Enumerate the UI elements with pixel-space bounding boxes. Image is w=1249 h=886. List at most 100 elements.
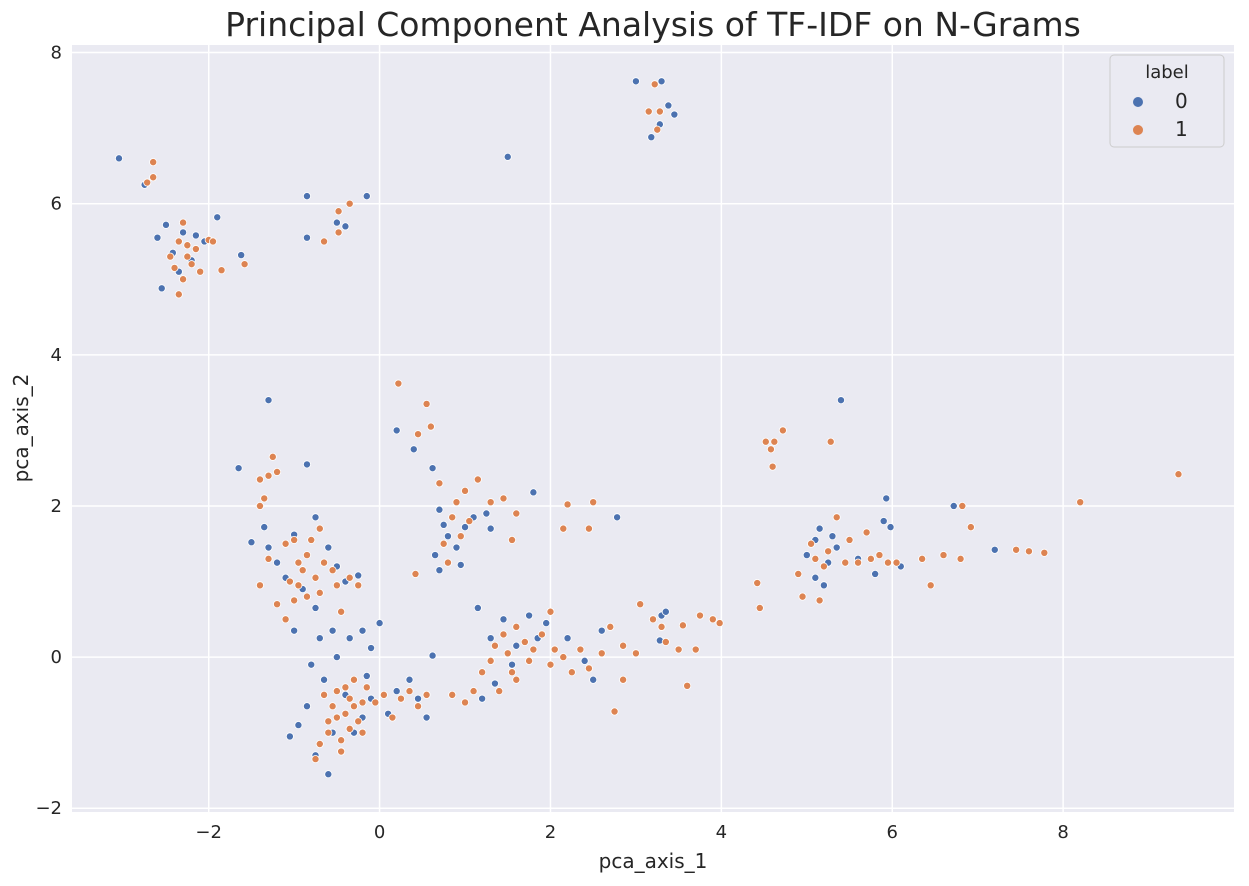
scatter-point-label-1	[841, 558, 850, 567]
scatter-point-label-0	[324, 543, 333, 552]
scatter-point-label-1	[755, 603, 764, 612]
scatter-point-label-1	[307, 535, 316, 544]
scatter-point-label-1	[320, 558, 329, 567]
scatter-point-label-1	[678, 621, 687, 630]
scatter-point-label-1	[328, 566, 337, 575]
scatter-point-label-0	[503, 152, 512, 161]
scatter-point-label-1	[546, 607, 555, 616]
legend-marker-1	[1133, 125, 1143, 135]
scatter-point-label-1	[966, 523, 975, 532]
scatter-point-label-0	[302, 192, 311, 201]
scatter-point-label-1	[426, 422, 435, 431]
legend: label 0 1	[1109, 54, 1225, 148]
scatter-point-label-1	[349, 675, 358, 684]
scatter-point-label-0	[307, 660, 316, 669]
scatter-point-label-0	[247, 538, 256, 547]
scatter-point-label-1	[191, 245, 200, 254]
scatter-point-label-1	[349, 702, 358, 711]
scatter-point-label-1	[619, 641, 628, 650]
scatter-point-label-1	[461, 698, 470, 707]
scatter-point-label-1	[657, 622, 666, 631]
legend-marker-0	[1133, 97, 1143, 107]
scatter-point-label-1	[332, 687, 341, 696]
scatter-point-label-0	[290, 626, 299, 635]
scatter-point-label-1	[311, 573, 320, 582]
x-tick-label: −2	[195, 822, 222, 843]
scatter-point-label-0	[435, 566, 444, 575]
scatter-point-label-1	[753, 579, 762, 588]
scatter-point-label-0	[482, 509, 491, 518]
y-tick-label: 0	[51, 647, 62, 668]
scatter-point-label-1	[486, 656, 495, 665]
scatter-point-label-0	[431, 551, 440, 560]
y-tick-label: −2	[35, 798, 62, 819]
scatter-point-label-0	[302, 702, 311, 711]
scatter-point-label-0	[886, 523, 895, 532]
scatter-point-label-1	[1012, 545, 1021, 554]
scatter-point-label-1	[439, 539, 448, 548]
scatter-point-label-1	[892, 558, 901, 567]
scatter-point-label-1	[264, 471, 273, 480]
scatter-point-label-0	[661, 607, 670, 616]
scatter-point-label-1	[926, 581, 935, 590]
scatter-point-label-0	[512, 641, 521, 650]
scatter-point-label-0	[392, 687, 401, 696]
data-points	[114, 77, 1183, 779]
scatter-point-label-0	[439, 520, 448, 529]
scatter-point-label-1	[918, 554, 927, 563]
scatter-point-label-0	[815, 524, 824, 533]
scatter-point-label-0	[354, 571, 363, 580]
scatter-point-label-0	[882, 494, 891, 503]
scatter-point-label-1	[285, 577, 294, 586]
scatter-point-label-1	[414, 430, 423, 439]
scatter-point-label-1	[290, 535, 299, 544]
scatter-point-label-1	[798, 592, 807, 601]
scatter-point-label-0	[443, 532, 452, 541]
scatter-point-label-1	[315, 524, 324, 533]
scatter-point-label-1	[281, 539, 290, 548]
scatter-point-label-1	[394, 379, 403, 388]
x-tick-label: 2	[545, 822, 556, 843]
scatter-point-label-1	[332, 713, 341, 722]
scatter-point-label-1	[187, 260, 196, 269]
scatter-point-label-1	[337, 747, 346, 756]
scatter-point-label-0	[508, 660, 517, 669]
scatter-point-label-1	[939, 551, 948, 560]
scatter-point-label-0	[405, 675, 414, 684]
scatter-point-label-1	[1174, 470, 1183, 479]
scatter-point-label-1	[448, 513, 457, 522]
scatter-point-label-1	[174, 290, 183, 299]
scatter-point-label-1	[302, 551, 311, 560]
scatter-point-label-1	[388, 713, 397, 722]
scatter-point-label-1	[883, 558, 892, 567]
scatter-point-label-0	[819, 581, 828, 590]
scatter-point-label-1	[520, 637, 529, 646]
scatter-point-label-1	[456, 532, 465, 541]
scatter-point-label-1	[559, 524, 568, 533]
scatter-point-label-0	[392, 426, 401, 435]
scatter-point-label-1	[503, 649, 512, 658]
scatter-point-label-0	[191, 231, 200, 240]
scatter-point-label-0	[486, 634, 495, 643]
scatter-point-label-1	[597, 649, 606, 658]
scatter-point-label-1	[264, 554, 273, 563]
scatter-point-label-1	[143, 178, 152, 187]
scatter-point-label-0	[828, 532, 837, 541]
scatter-point-label-1	[452, 498, 461, 507]
scatter-point-label-1	[422, 399, 431, 408]
scatter-point-label-0	[345, 634, 354, 643]
scatter-point-label-1	[770, 437, 779, 446]
scatter-point-label-1	[166, 252, 175, 261]
scatter-point-label-0	[811, 573, 820, 582]
scatter-point-label-1	[345, 199, 354, 208]
scatter-point-label-1	[525, 656, 534, 665]
scatter-point-label-1	[631, 649, 640, 658]
scatter-point-label-1	[358, 698, 367, 707]
scatter-point-label-1	[334, 228, 343, 237]
scatter-point-label-1	[1040, 548, 1049, 557]
scatter-point-label-1	[414, 702, 423, 711]
scatter-point-label-1	[563, 500, 572, 509]
scatter-point-label-0	[461, 523, 470, 532]
